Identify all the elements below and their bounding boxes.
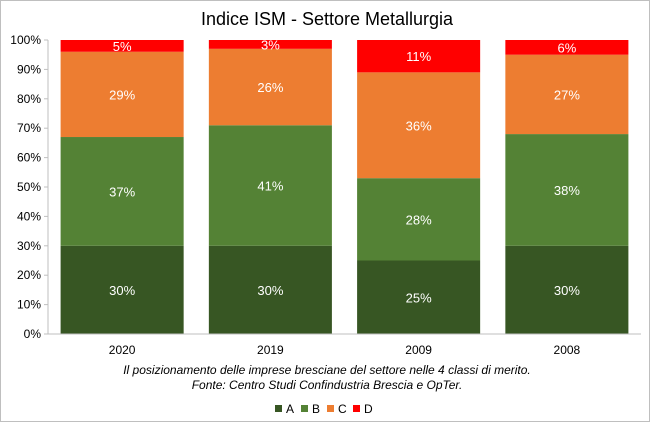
data-label-B-2008: 38% xyxy=(554,183,580,198)
y-tick-label: 80% xyxy=(17,92,41,106)
bar-segment-C-2020 xyxy=(60,51,184,138)
legend-label: C xyxy=(338,402,347,416)
bar-segment-A-2008 xyxy=(505,245,629,334)
y-tick-label: 100% xyxy=(10,33,41,47)
legend-item-B: B xyxy=(301,402,320,416)
bar-segment-B-2009 xyxy=(357,178,481,261)
y-tick-label: 70% xyxy=(17,121,41,135)
chart-caption-line-2: Fonte: Centro Studi Confindustria Bresci… xyxy=(192,378,463,392)
bar-segment-B-2020 xyxy=(60,137,184,246)
data-label-D-2009: 11% xyxy=(406,49,431,64)
legend-item-C: C xyxy=(327,402,347,416)
data-label-D-2008: 6% xyxy=(557,40,576,55)
bar-segment-C-2009 xyxy=(357,72,481,179)
bar-segment-A-2019 xyxy=(208,245,332,334)
x-tick-label: 2020 xyxy=(109,343,136,357)
legend-item-D: D xyxy=(353,402,373,416)
bar-group-2008: 30% 38% 27% 6% xyxy=(505,40,629,334)
y-tick-label: 50% xyxy=(17,180,41,194)
bar-segment-D-2020 xyxy=(60,40,184,52)
data-label-C-2019: 26% xyxy=(257,80,283,95)
bar-segment-D-2008 xyxy=(505,40,629,55)
legend: A B C D xyxy=(275,402,373,416)
y-tick-label: 20% xyxy=(17,268,41,282)
bar-segment-A-2009 xyxy=(357,260,481,334)
legend-item-A: A xyxy=(275,402,294,416)
bar-segment-D-2019 xyxy=(208,40,332,49)
x-tick-label: 2009 xyxy=(405,343,432,357)
bar-segment-B-2019 xyxy=(208,125,332,246)
data-label-D-2019: 3% xyxy=(261,37,280,52)
x-tick-label: 2008 xyxy=(554,343,581,357)
x-tick-label: 2019 xyxy=(257,343,284,357)
data-label-C-2008: 27% xyxy=(554,87,580,102)
data-label-A-2009: 25% xyxy=(406,290,432,305)
plot-area: 30% 37% 29% 5% 30% 41% 26% 3% 25% 28% 36% 11% 30% 38%… xyxy=(60,37,629,334)
data-label-D-2020: 5% xyxy=(113,39,132,54)
data-label-A-2008: 30% xyxy=(554,283,580,298)
y-tick-label: 40% xyxy=(17,209,41,223)
y-tick-label: 30% xyxy=(17,239,41,253)
bar-group-2020: 30% 37% 29% 5% xyxy=(60,39,184,334)
bar-segment-B-2008 xyxy=(505,134,629,246)
bar-segment-A-2020 xyxy=(60,245,184,334)
legend-swatch xyxy=(275,405,282,412)
chart-caption-line-1: Il posizionamento delle imprese brescian… xyxy=(123,363,531,377)
bar-segment-C-2008 xyxy=(505,54,629,135)
legend-swatch xyxy=(301,405,308,412)
y-tick-label: 10% xyxy=(17,298,41,312)
y-tick-label: 60% xyxy=(17,151,41,165)
bar-segment-D-2009 xyxy=(357,40,481,73)
legend-label: B xyxy=(312,402,320,416)
legend-label: D xyxy=(364,402,373,416)
legend-label: A xyxy=(286,402,294,416)
legend-swatch xyxy=(327,405,334,412)
data-label-B-2009: 28% xyxy=(406,212,432,227)
bar-group-2009: 25% 28% 36% 11% xyxy=(357,40,481,334)
x-axis: 2020 2019 2009 2008 xyxy=(48,333,641,357)
data-label-C-2009: 36% xyxy=(406,118,432,133)
bar-segment-C-2019 xyxy=(208,48,332,126)
legend-swatch xyxy=(353,405,360,412)
data-label-B-2019: 41% xyxy=(257,179,283,194)
data-label-B-2020: 37% xyxy=(109,184,135,199)
y-tick-label: 0% xyxy=(24,327,42,341)
data-label-A-2019: 30% xyxy=(257,283,283,298)
bar-group-2019: 30% 41% 26% 3% xyxy=(208,37,332,334)
data-label-C-2020: 29% xyxy=(109,87,135,102)
y-axis: 0% 10% 20% 30% 40% 50% 60% 70% 80% 90% 100% xyxy=(10,33,49,341)
chart-title: Indice ISM - Settore Metallurgia xyxy=(201,9,454,29)
y-tick-label: 90% xyxy=(17,62,41,76)
data-label-A-2020: 30% xyxy=(109,283,135,298)
